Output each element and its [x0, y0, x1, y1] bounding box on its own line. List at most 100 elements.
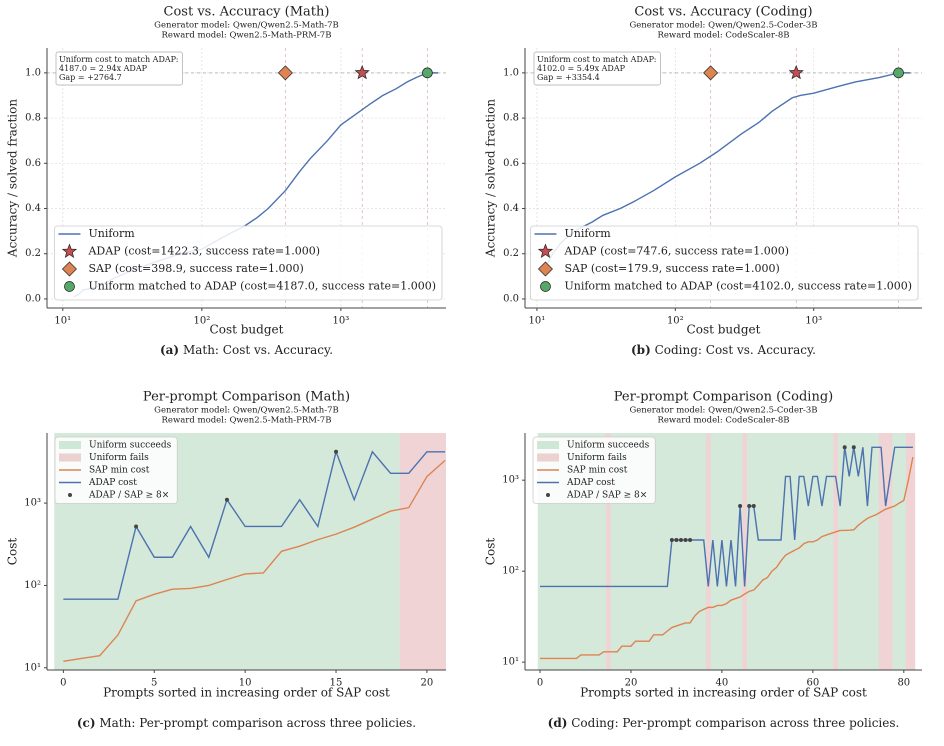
panel: Cost vs. Accuracy (Math)Generator model:…: [6, 5, 446, 357]
legend-label: ADAP cost: [88, 478, 137, 488]
span: [906, 433, 916, 670]
chart-title: Per-prompt Comparison (Math): [143, 390, 350, 405]
annotation-text: Gap = +3354.4: [537, 73, 600, 82]
annotation: Uniform cost to match ADAP:4187.0 = 2.94…: [55, 51, 183, 86]
legend-label: ADAP (cost=1422.3, success rate=1.000): [87, 245, 320, 258]
y-tick-label: 10³: [24, 498, 41, 509]
legend-label: Uniform succeeds: [89, 441, 172, 451]
chart-subtitle: Generator model: Qwen/Qwen2.5-Math-7B: [154, 21, 339, 31]
chart-subtitle: Generator model: Qwen/Qwen2.5-Coder-3B: [629, 21, 817, 31]
y-axis-label: Cost: [6, 538, 20, 566]
y-tick-label: 1.0: [503, 67, 519, 78]
caption: (c) Math: Per-prompt comparison across t…: [77, 716, 416, 730]
chart-title: Cost vs. Accuracy (Coding): [634, 5, 812, 20]
x-tick-label: 10³: [805, 316, 822, 327]
chart-subtitle: Reward model: CodeScaler-8B: [658, 31, 790, 41]
legend-box: [54, 436, 178, 504]
series-line: [63, 459, 446, 662]
legend-items: Uniform ADAP (cost=747.6, success rate=1.…: [534, 227, 912, 293]
dot-marker: [674, 538, 679, 543]
dot-marker: [68, 493, 72, 497]
annotation-text: Gap = +2764.7: [59, 73, 122, 82]
x-tick-label: 0: [537, 678, 543, 689]
span: [878, 433, 893, 670]
chart-title: Per-prompt Comparison (Coding): [614, 390, 833, 405]
legend-box: [54, 225, 443, 301]
legend-label: Uniform: [564, 227, 611, 240]
series-line: [540, 446, 913, 588]
x-axis-label: Cost budget: [210, 323, 284, 337]
legend-box: [530, 225, 919, 301]
legend-label: Uniform fails: [89, 453, 149, 463]
dot-marker: [751, 504, 756, 509]
y-tick-label: 0.2: [25, 248, 41, 259]
caption-label: (d): [548, 716, 568, 730]
caption: (d) Coding: Per-prompt comparison across…: [548, 716, 900, 730]
legend-label: Uniform: [88, 227, 135, 240]
legend: Uniform succeeds Uniform fails SAP min cos…: [54, 436, 178, 504]
legend-label: ADAP cost: [566, 478, 615, 488]
circle-marker: [893, 67, 904, 79]
x-tick-label: 60: [806, 678, 819, 689]
y-tick-label: 0.4: [25, 203, 41, 214]
y-tick-label: 0.0: [503, 293, 519, 304]
x-tick-label: 10¹: [529, 316, 546, 327]
legend-items: Uniform succeeds Uniform fails SAP min cos…: [59, 441, 172, 501]
dot-marker: [224, 497, 229, 502]
caption-label: (a): [160, 343, 179, 357]
diamond-marker: [277, 65, 293, 81]
annotation-text: Uniform cost to match ADAP:: [537, 55, 656, 64]
chart-subtitle: Reward model: Qwen2.5-Math-PRM-7B: [162, 31, 332, 41]
panel: Per-prompt Comparison (Coding)Generator …: [484, 390, 922, 730]
star-marker: [537, 243, 554, 258]
legend-patch: [537, 453, 559, 462]
legend-box: [532, 436, 656, 504]
circle-marker: [422, 67, 433, 79]
span: [705, 433, 711, 670]
caption: (a) Math: Cost vs. Accuracy.: [160, 343, 333, 357]
legend-patch: [537, 441, 559, 449]
y-tick-label: 0.4: [503, 203, 519, 214]
panel: Per-prompt Comparison (Math)Generator mo…: [6, 390, 446, 730]
legend: Uniform succeeds Uniform fails SAP min cos…: [532, 436, 656, 504]
x-tick-label: 20: [625, 678, 638, 689]
caption-label: (b): [631, 343, 651, 357]
caption: (b) Coding: Cost vs. Accuracy.: [631, 343, 816, 357]
diamond-marker: [703, 65, 719, 81]
caption-text: Coding: Cost vs. Accuracy.: [655, 343, 816, 357]
annotation: Uniform cost to match ADAP:4102.0 = 5.49…: [533, 51, 661, 86]
annotation-text: 4187.0 = 2.94x ADAP: [59, 64, 148, 73]
legend-label: ADAP / SAP ≥ 8×: [88, 491, 169, 501]
series-line: [540, 456, 914, 660]
dot-marker: [683, 538, 688, 543]
legend-items: Uniform succeeds Uniform fails SAP min cos…: [537, 441, 650, 501]
legend-label: SAP (cost=398.9, success rate=1.000): [88, 262, 303, 275]
span: [742, 433, 747, 670]
chart-title: Cost vs. Accuracy (Math): [164, 5, 330, 20]
y-tick-label: 10²: [502, 566, 519, 577]
diamond-marker: [61, 261, 77, 277]
series-line: [63, 449, 446, 600]
x-tick-label: 40: [716, 678, 729, 689]
circle-marker: [540, 281, 551, 292]
dot-marker: [134, 524, 139, 529]
span: [837, 433, 879, 670]
y-axis-label: Accuracy / solved fraction: [6, 99, 20, 258]
dot-marker: [546, 493, 550, 497]
y-tick-label: 0.6: [25, 158, 41, 169]
annotation-box: [55, 51, 183, 86]
chart-subtitle: Reward model: CodeScaler-8B: [658, 416, 790, 426]
star-marker: [354, 64, 370, 80]
y-axis-label: Accuracy / solved fraction: [484, 99, 498, 258]
legend: Uniform ADAP (cost=747.6, success rate=1.…: [530, 225, 919, 301]
legend-label: SAP (cost=179.9, success rate=1.000): [564, 262, 779, 275]
x-tick-label: 10²: [193, 316, 210, 327]
y-tick-label: 0.8: [503, 113, 519, 124]
panel: Cost vs. Accuracy (Coding)Generator mode…: [484, 5, 922, 357]
legend-patch: [59, 453, 81, 462]
y-tick-label: 10¹: [502, 657, 519, 668]
span: [892, 433, 907, 670]
x-tick-label: 15: [330, 678, 343, 689]
y-tick-label: 1.0: [25, 67, 41, 78]
y-tick-label: 10²: [24, 580, 41, 591]
